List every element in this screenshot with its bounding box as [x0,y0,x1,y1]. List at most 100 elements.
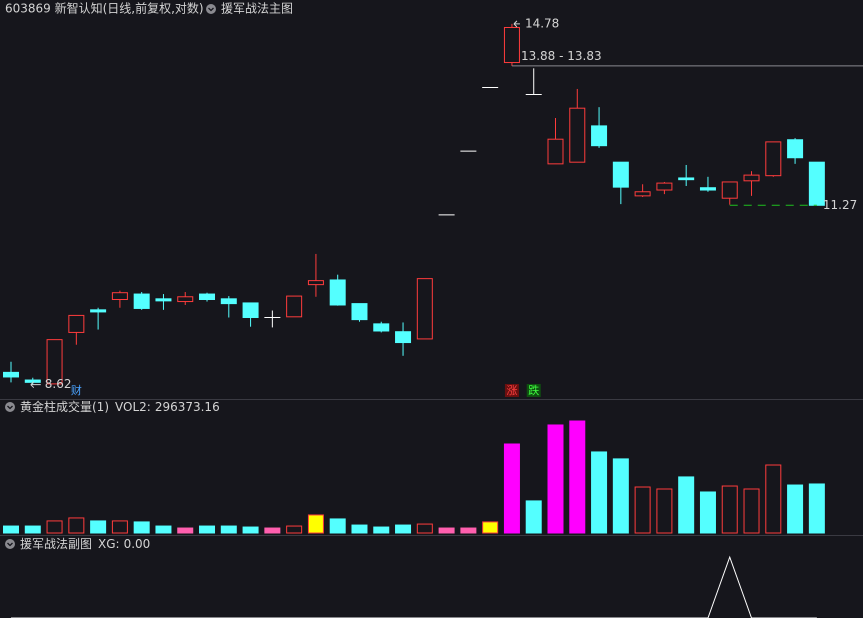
volume-bar [199,525,216,534]
volume-bar [765,464,782,534]
volume-bar [438,527,455,534]
volume-bar [787,484,804,534]
volume-bar [133,521,150,534]
menu-icon[interactable] [206,4,216,14]
volume-bar [699,491,716,534]
volume-bar [612,458,629,534]
marker-box [526,384,541,397]
candle-body [678,177,695,181]
volume-header: 黄金柱成交量(1) VOL2: 296373.16 [20,399,220,414]
candle-body [329,279,346,306]
menu-icon[interactable] [5,402,15,412]
stock-title: 603869 新智认知(日线,前复权,对数) [5,1,204,16]
label-arrow [30,381,41,389]
candle-body [133,293,150,309]
volume-bar [351,524,368,534]
indicator-menu[interactable] [206,4,216,14]
candle-body [699,187,716,191]
high-price-label: 14.78 [525,16,559,30]
candle-body [68,314,85,333]
legend-name: XG [98,537,116,551]
volume-bar [569,420,586,534]
volume-bar [743,488,760,534]
candle-body [286,295,303,318]
volume-bar [656,488,673,534]
volume-bar [547,424,564,534]
volume-bar [68,517,85,534]
volume-bar [416,523,433,534]
candle-body [373,323,390,332]
label-arrow [513,20,520,28]
volume-bar [307,514,324,534]
menu-chevron [7,405,13,410]
legend-value: 0.00 [124,537,151,551]
volume-bar [155,525,172,534]
candle-body [351,303,368,321]
candle-body [569,107,586,163]
volume-bar [591,451,608,534]
volume-bar [329,518,346,534]
low-price-label: 8.62 [45,377,72,391]
volume-bar [111,520,128,534]
volume-bar [90,520,107,534]
volume-bar [242,526,259,534]
candle-body [220,298,237,305]
candle-body [111,292,128,301]
volume-bar [808,483,825,534]
volume-bar [220,525,237,534]
volume-bar [286,525,303,534]
candle-body [721,181,738,199]
menu-icon[interactable] [5,539,15,549]
candle-body [46,339,63,385]
last-price-label: 11.27 [823,198,857,212]
legend-value: 296373.16 [155,400,220,414]
candle-body [743,174,760,182]
volume-bar [503,443,520,534]
menu-chevron [7,542,13,547]
candle-body [547,138,564,165]
candle-body [503,26,520,64]
candle-body [634,191,651,197]
candle-body [177,296,194,303]
legend-name: VOL2 [115,400,147,414]
marker-box [504,384,519,397]
candle-body [155,298,172,302]
candle-body [395,331,412,344]
candle-body [3,371,19,378]
gap-label: 13.88 - 13.83 [521,49,602,63]
candle-body [591,125,608,147]
marker: 涨 [506,384,517,397]
marker: 财 [71,383,82,397]
candle-body [416,278,433,340]
candle-body [765,141,782,177]
volume-bar [46,520,63,534]
marker: 跌 [528,383,539,397]
candle-body [787,139,804,159]
volume-bar [721,485,738,534]
candle-body [656,182,673,191]
volume-bar [482,521,499,534]
candle-body [307,280,324,286]
volume-bar [177,527,194,534]
volume-bar [373,526,390,534]
volume-bar [460,527,477,534]
volume-bar [24,525,41,534]
sub-title: 援军战法副图 [20,537,92,551]
sub-header: 援军战法副图 XG: 0.00 [20,537,150,551]
separator: : [116,537,120,551]
candle-body [612,161,629,188]
volume-title: 黄金柱成交量(1) [20,399,109,414]
volume-bar [395,524,412,534]
volume-bar [525,500,542,534]
volume-bar [3,525,19,534]
volume-bar [678,476,695,534]
separator: : [147,400,151,414]
candle-body [242,302,259,319]
volume-bar [634,486,651,534]
candle-body [199,293,216,301]
indicator-title[interactable]: 援军战法主图 [221,2,293,16]
volume-menu[interactable] [5,402,15,412]
sub-menu[interactable] [5,539,15,549]
